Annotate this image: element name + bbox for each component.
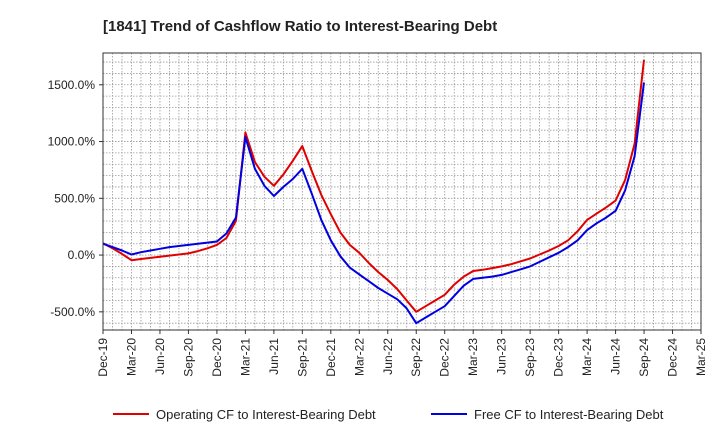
y-tick-label: -500.0% <box>50 305 95 319</box>
x-tick-label: Sep-22 <box>409 338 423 377</box>
grid-lines <box>103 53 701 330</box>
series-line-free-cf <box>102 82 645 325</box>
y-tick-label: 0.0% <box>68 248 96 262</box>
x-tick-label: Sep-21 <box>295 338 309 377</box>
x-tick-label: Dec-19 <box>96 338 110 377</box>
x-tick-label: Dec-20 <box>210 338 224 377</box>
x-tick-label: Dec-24 <box>666 338 680 377</box>
x-tick-label: Mar-21 <box>238 338 252 376</box>
plot-frame <box>102 52 702 331</box>
chart-title: [1841] Trend of Cashflow Ratio to Intere… <box>103 18 497 35</box>
y-tick-label: 1000.0% <box>48 135 96 149</box>
series-layer <box>102 59 645 325</box>
x-tick-label: Mar-22 <box>352 338 366 376</box>
x-tick-label: Dec-22 <box>438 338 452 377</box>
y-tick-label: 1500.0% <box>48 78 96 92</box>
x-tick-label: Jun-22 <box>381 338 395 375</box>
y-axis: -500.0% 0.0% 500.0% 1000.0% 1500.0% <box>48 78 103 319</box>
x-tick-label: Jun-23 <box>495 338 509 375</box>
legend-label: Free CF to Interest-Bearing Debt <box>474 407 664 422</box>
x-tick-label: Dec-23 <box>552 338 566 377</box>
legend-label: Operating CF to Interest-Bearing Debt <box>156 407 376 422</box>
x-tick-label: Jun-20 <box>153 338 167 375</box>
x-tick-label: Jun-21 <box>267 338 281 375</box>
legend: Operating CF to Interest-Bearing Debt Fre… <box>113 407 664 422</box>
series-line-operating-cf <box>102 59 645 313</box>
y-tick-label: 500.0% <box>54 191 95 205</box>
x-tick-label: Mar-23 <box>466 338 480 376</box>
x-tick-label: Mar-24 <box>580 338 594 376</box>
x-axis: Dec-19 Mar-20 Jun-20 Sep-20 Dec-20 Mar-21 Jun-… <box>96 330 708 377</box>
x-tick-label: Mar-25 <box>694 338 708 376</box>
x-tick-label: Jun-24 <box>609 338 623 375</box>
x-tick-label: Dec-21 <box>324 338 338 377</box>
x-tick-label: Mar-20 <box>124 338 138 376</box>
x-tick-label: Sep-20 <box>181 338 195 377</box>
x-tick-label: Sep-23 <box>523 338 537 377</box>
x-tick-label: Sep-24 <box>637 338 651 377</box>
